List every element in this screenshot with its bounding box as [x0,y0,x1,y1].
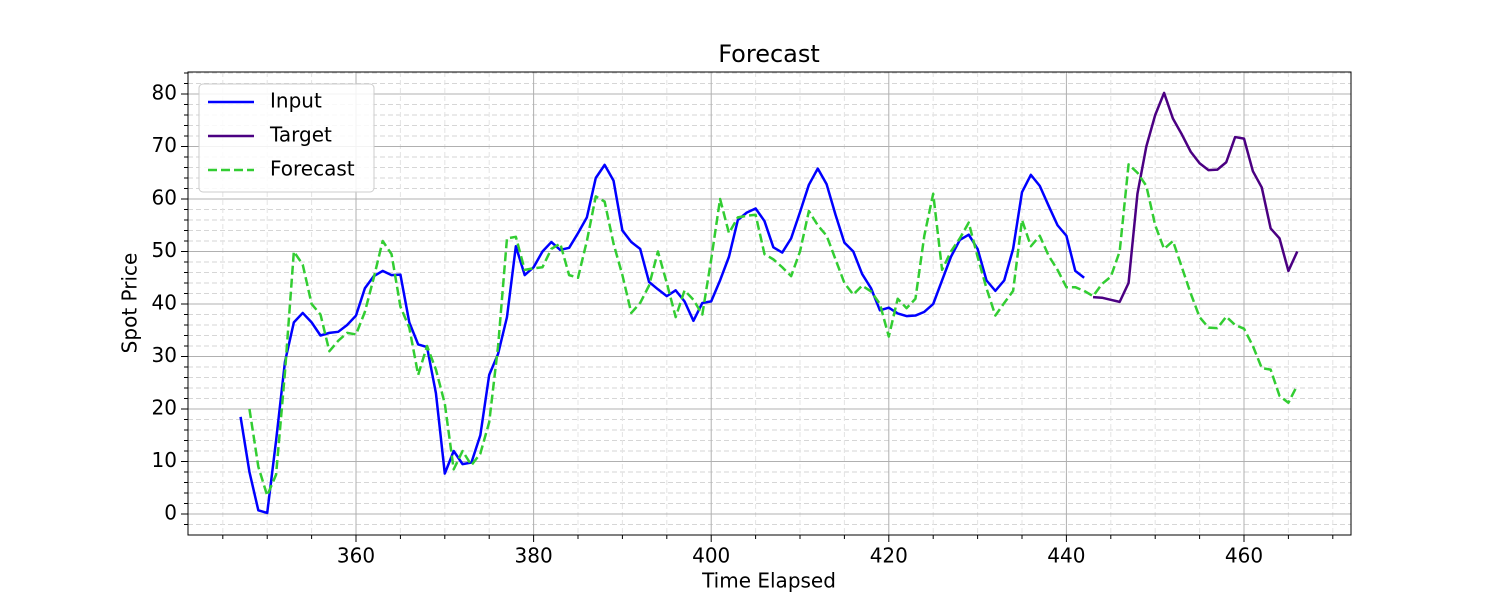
x-tick-label: 420 [870,544,908,568]
line-series [1092,91,1299,304]
legend-label: Forecast [270,157,355,181]
legend-label: Input [270,89,322,113]
y-tick-label: 30 [152,343,177,367]
line-series [239,163,1085,515]
x-tick-label: 360 [337,544,375,568]
line-series [248,163,1299,497]
y-tick-label: 10 [152,448,177,472]
x-tick-label: 380 [515,544,553,568]
y-tick-label: 60 [152,185,177,209]
x-axis-label: Time Elapsed [701,569,836,593]
y-axis-label: Spot Price [118,253,142,354]
y-tick-label: 50 [152,238,177,262]
y-tick-label: 40 [152,290,177,314]
y-tick-label: 80 [152,80,177,104]
x-tick-label: 440 [1047,544,1085,568]
y-tick-label: 0 [164,500,177,524]
legend-box [198,83,375,193]
plot-frame [187,71,1352,536]
y-tick-label: 20 [152,395,177,419]
y-tick-label: 70 [152,133,177,157]
x-tick-label: 400 [692,544,730,568]
chart-title: Forecast [718,40,820,68]
x-tick-label: 460 [1225,544,1263,568]
legend-label: Target [269,123,332,147]
